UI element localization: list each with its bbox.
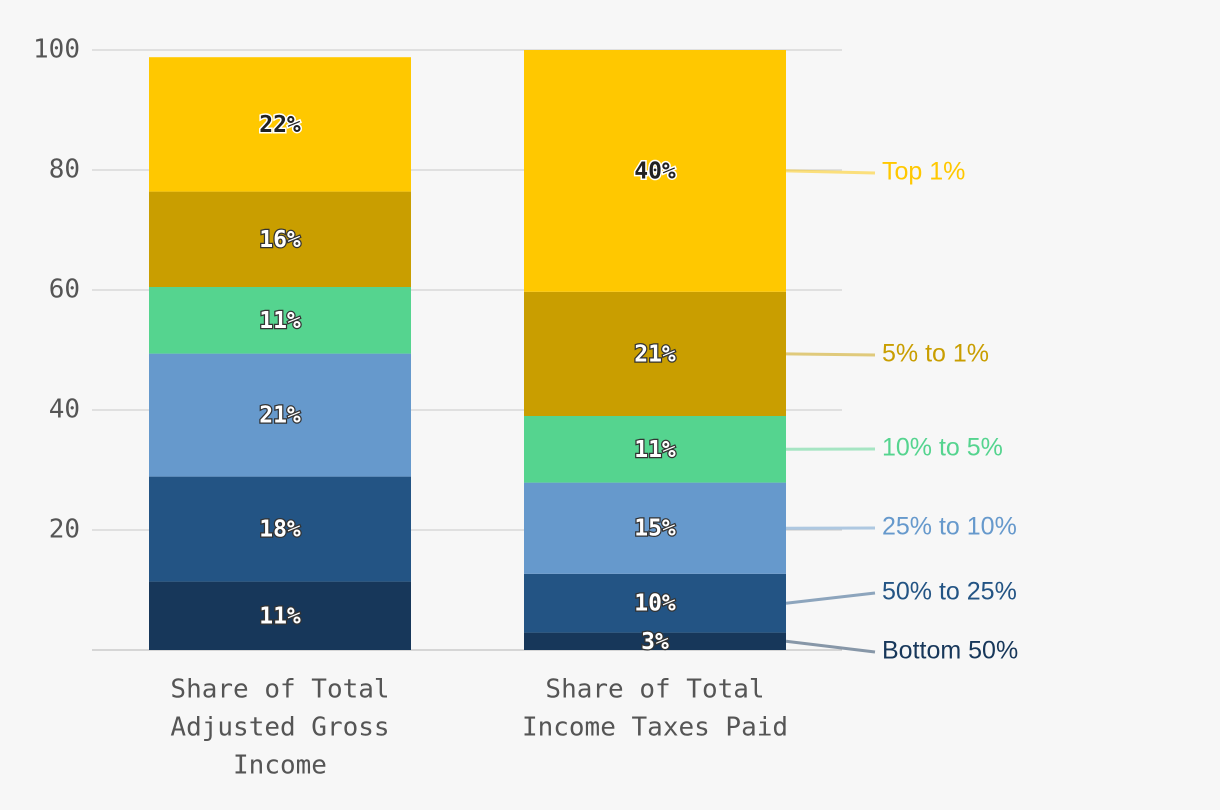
bar-segment: [524, 482, 786, 574]
y-tick-label-40: 40: [49, 395, 80, 425]
y-tick-label-20: 20: [49, 515, 80, 545]
x-category-label: Adjusted Gross: [170, 713, 389, 743]
data-label: 10%: [634, 591, 676, 617]
legend-label: 50% to 25%: [882, 578, 1017, 606]
data-label: 22%: [259, 112, 301, 138]
bar-segment: [524, 416, 786, 483]
bar-segment: [149, 581, 411, 650]
y-tick-label-60: 60: [49, 275, 80, 305]
bar-segment: [524, 50, 786, 292]
legend-leader-line: [785, 352, 876, 357]
legend-label: 25% to 10%: [882, 513, 1017, 541]
legend-label: Top 1%: [882, 158, 965, 186]
legend-leader-line: [785, 169, 876, 175]
bar-segment: [149, 57, 411, 192]
x-category-label: Income Taxes Paid: [522, 713, 788, 743]
bar-segment: [149, 191, 411, 287]
data-label: 18%: [259, 517, 301, 543]
data-label: 11%: [259, 603, 301, 629]
data-label: 40%: [634, 158, 676, 184]
y-tick-label-100: 100: [33, 35, 80, 65]
data-label: 21%: [634, 341, 676, 367]
legend-leader-line: [785, 591, 876, 605]
data-label: 15%: [634, 516, 676, 542]
data-label: 11%: [634, 437, 676, 463]
x-category-label: Share of Total: [545, 675, 764, 705]
legend-label: 5% to 1%: [882, 340, 989, 368]
x-category-label: Share of Total: [170, 675, 389, 705]
bar-segment: [524, 573, 786, 633]
bar-segment: [524, 632, 786, 650]
data-label: 16%: [259, 227, 301, 253]
data-label: 11%: [259, 308, 301, 334]
bar-segment: [149, 476, 411, 582]
legend-label: 10% to 5%: [882, 434, 1003, 462]
x-category-label: Income: [233, 751, 327, 781]
data-label: 3%: [641, 629, 669, 655]
bar-segment: [524, 291, 786, 416]
legend-leader-line: [785, 639, 876, 654]
y-tick-label-80: 80: [49, 155, 80, 185]
bar-segment: [149, 353, 411, 477]
legend-label: Bottom 50%: [882, 637, 1018, 665]
data-label: 21%: [259, 403, 301, 429]
bar-segment: [149, 287, 411, 354]
